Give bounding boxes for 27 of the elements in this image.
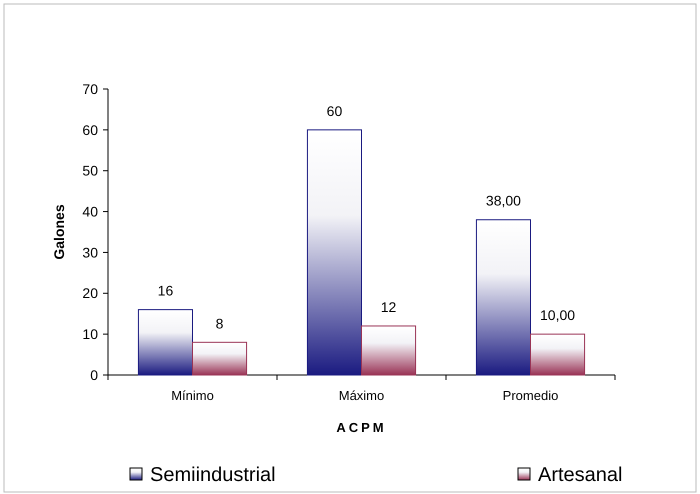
bar	[138, 309, 193, 376]
bar	[476, 219, 531, 376]
x-tick-label: Máximo	[338, 388, 384, 403]
x-axis-title: ACPM	[336, 420, 387, 435]
data-label: 8	[216, 315, 224, 332]
x-tick-label: Promedio	[502, 388, 558, 403]
data-label: 60	[326, 102, 342, 119]
y-tick-label: 70	[82, 80, 98, 97]
y-tick-label: 30	[82, 244, 98, 260]
legend-label: Semiindustrial	[150, 464, 276, 486]
bar	[530, 334, 586, 376]
bar	[361, 325, 416, 376]
y-tick-label: 40	[82, 203, 98, 220]
bar	[306, 129, 362, 376]
data-label: 38,00	[486, 192, 522, 209]
y-axis-title: Galones	[51, 204, 67, 260]
y-tick-label: 0	[90, 366, 98, 383]
y-tick-label: 60	[82, 122, 98, 138]
y-tick-label: 50	[82, 162, 98, 179]
x-tick-label: Mínimo	[171, 388, 214, 403]
data-label: 12	[380, 298, 397, 315]
bar	[192, 342, 248, 376]
y-tick-label: 20	[82, 285, 98, 302]
legend-label: Artesanal	[538, 464, 622, 486]
data-label: 16	[158, 282, 174, 299]
data-label: 10,00	[540, 307, 576, 324]
y-tick-label: 10	[82, 326, 98, 342]
